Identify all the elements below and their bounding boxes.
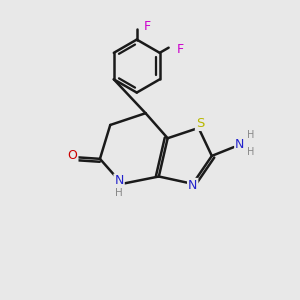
Text: S: S [196, 117, 204, 130]
Text: N: N [188, 179, 197, 192]
Text: N: N [235, 138, 244, 151]
Text: H: H [115, 188, 123, 198]
Text: N: N [114, 174, 124, 188]
Text: F: F [143, 20, 151, 33]
Text: H: H [247, 147, 254, 157]
Text: O: O [68, 148, 77, 161]
Text: F: F [176, 43, 183, 56]
Text: H: H [247, 130, 254, 140]
